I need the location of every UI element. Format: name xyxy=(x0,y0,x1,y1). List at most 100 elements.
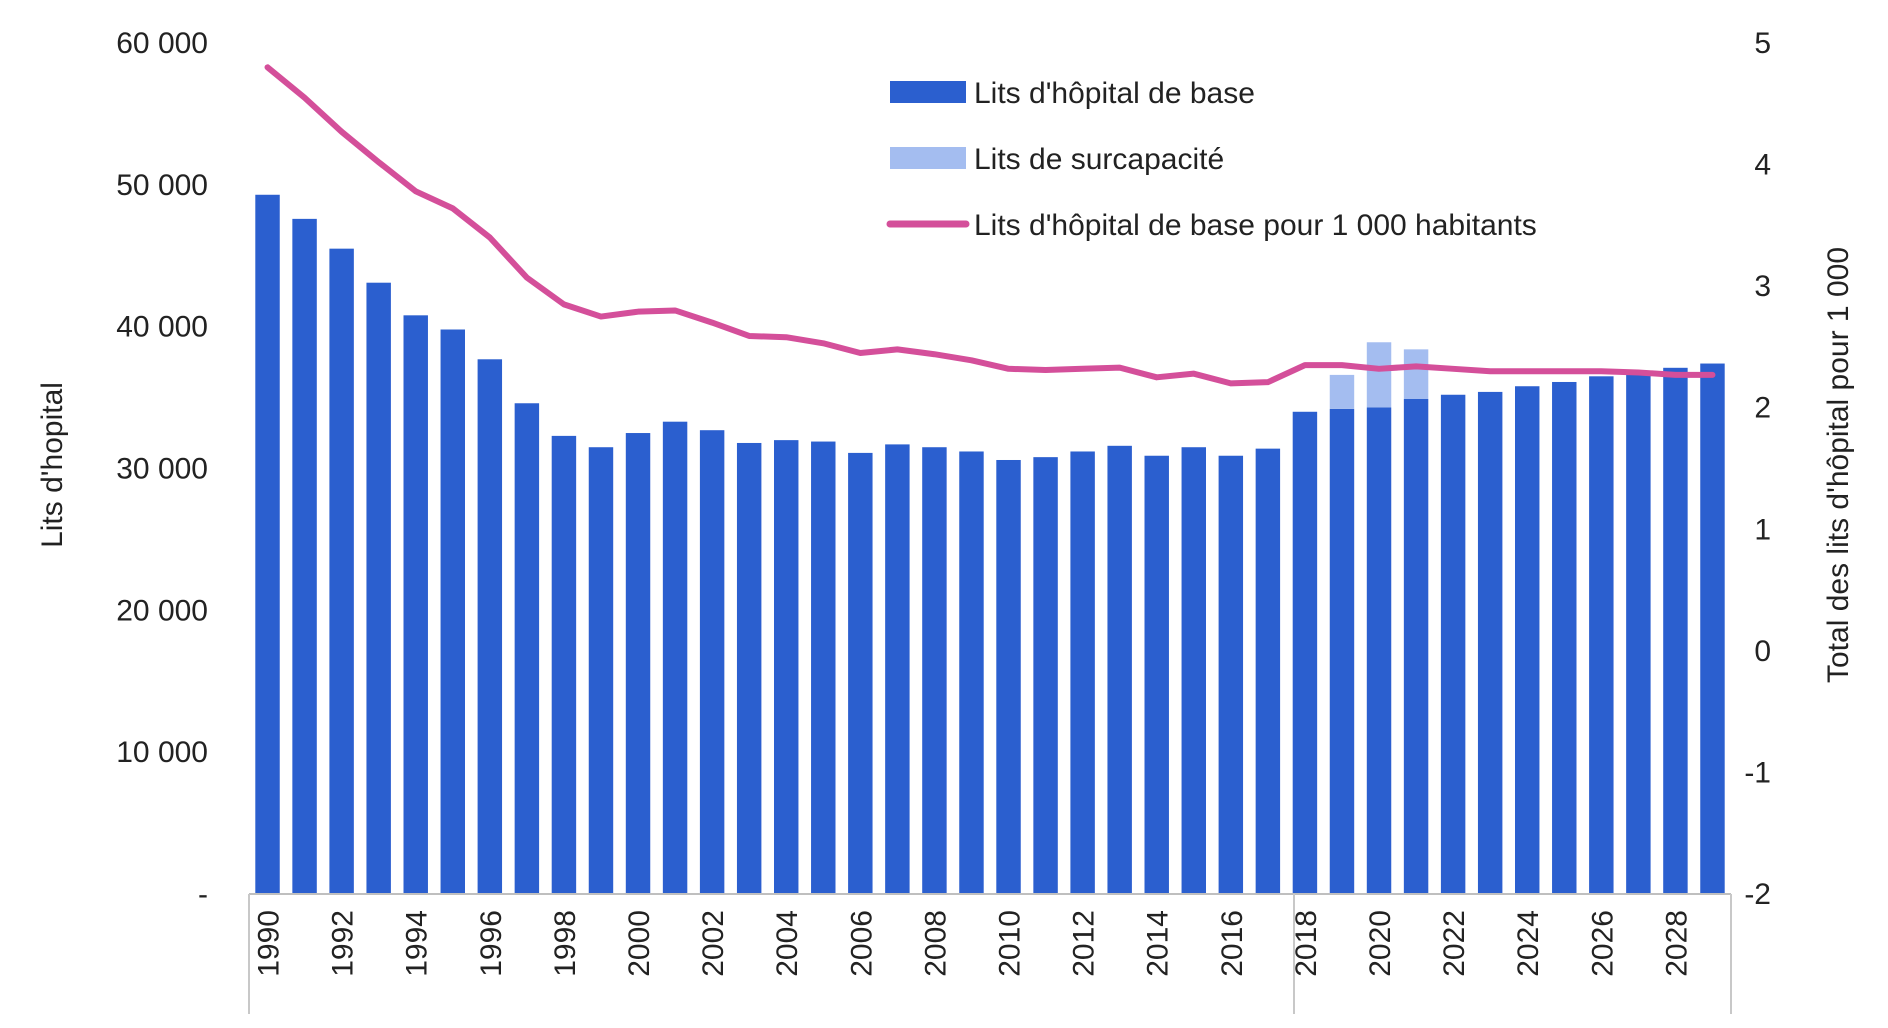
bar-base-2029 xyxy=(1700,363,1725,894)
point-per-capita-1991 xyxy=(302,95,308,101)
x-tick-label: 2018 xyxy=(1290,910,1323,977)
bar-base-2018 xyxy=(1292,411,1318,894)
point-per-capita-2004 xyxy=(783,334,789,340)
bar-base-1992 xyxy=(329,248,354,894)
bar-base-2009 xyxy=(959,451,984,894)
bar-surge-2021 xyxy=(1403,349,1429,399)
legend-swatch-surge-beds xyxy=(890,147,966,169)
bar-base-1995 xyxy=(440,329,465,894)
point-per-capita-1993 xyxy=(376,159,382,165)
bar-base-2007 xyxy=(885,444,910,894)
bar-base-2022 xyxy=(1440,394,1466,894)
bar-base-2028 xyxy=(1663,367,1688,894)
point-per-capita-2002 xyxy=(709,320,715,326)
y-left-tick-label: 30 000 xyxy=(116,453,208,486)
x-tick-label: 2006 xyxy=(845,910,878,977)
point-per-capita-2006 xyxy=(857,350,863,356)
bar-base-2025 xyxy=(1552,381,1577,895)
x-tick-label: 2012 xyxy=(1068,910,1101,977)
bar-base-1991 xyxy=(292,218,317,894)
point-per-capita-2005 xyxy=(820,340,826,346)
bar-base-2019 xyxy=(1329,408,1355,894)
point-per-capita-2025 xyxy=(1561,368,1567,374)
point-per-capita-1997 xyxy=(524,275,530,281)
bar-base-2000 xyxy=(625,433,651,894)
bar-base-1994 xyxy=(403,315,428,894)
point-per-capita-1994 xyxy=(413,188,419,194)
bar-base-2008 xyxy=(922,447,947,894)
bar-base-2021 xyxy=(1403,399,1429,894)
point-per-capita-1999 xyxy=(598,314,604,320)
point-per-capita-1990 xyxy=(265,64,271,70)
point-per-capita-2019 xyxy=(1339,362,1345,368)
point-per-capita-2011 xyxy=(1043,367,1049,373)
point-per-capita-2021 xyxy=(1413,363,1419,369)
y-right-tick-label: 4 xyxy=(1754,149,1771,182)
x-tick-label: 2002 xyxy=(697,910,730,977)
y-axis-right-title: Total des lits d'hôpital pour 1 000 xyxy=(1822,247,1855,683)
legend-label-per-capita: Lits d'hôpital de base pour 1 000 habita… xyxy=(974,209,1537,242)
bar-base-1996 xyxy=(477,359,503,894)
x-tick-label: 1998 xyxy=(549,910,582,977)
y-axis-left-title: Lits d'hopital xyxy=(36,382,69,548)
point-per-capita-2012 xyxy=(1080,366,1086,372)
bar-base-2023 xyxy=(1477,391,1503,894)
x-tick-label: 2026 xyxy=(1586,910,1619,977)
point-per-capita-1995 xyxy=(450,205,456,211)
y-left-tick-label: 20 000 xyxy=(116,594,208,627)
point-per-capita-2015 xyxy=(1191,371,1197,377)
x-tick-label: 2028 xyxy=(1660,910,1693,977)
y-right-tick-label: 3 xyxy=(1754,270,1771,303)
point-per-capita-2008 xyxy=(931,351,937,357)
bar-base-2026 xyxy=(1589,376,1614,894)
y-left-tick-label: 60 000 xyxy=(116,27,208,60)
bar-base-2016 xyxy=(1218,455,1244,894)
legend: Lits d'hôpital de base Lits de surcapaci… xyxy=(886,77,1537,242)
point-per-capita-2010 xyxy=(1006,366,1012,372)
legend-swatch-base-beds xyxy=(890,81,966,103)
bar-base-2010 xyxy=(996,459,1021,894)
legend-label-surge-beds: Lits de surcapacité xyxy=(974,143,1224,176)
point-per-capita-2013 xyxy=(1117,365,1123,371)
y-left-tick-label: 50 000 xyxy=(116,169,208,202)
point-per-capita-1996 xyxy=(487,235,493,241)
x-tick-label: 1992 xyxy=(327,910,360,977)
point-per-capita-2014 xyxy=(1154,374,1160,380)
point-per-capita-2003 xyxy=(746,333,752,339)
bar-surge-2020 xyxy=(1366,342,1392,408)
bar-base-2027 xyxy=(1626,372,1651,894)
bar-base-2003 xyxy=(736,442,762,894)
x-tick-label: 2020 xyxy=(1364,910,1397,977)
point-per-capita-2018 xyxy=(1302,362,1308,368)
bar-surge-2019 xyxy=(1329,374,1355,409)
point-per-capita-2026 xyxy=(1598,368,1604,374)
x-tick-label: 2016 xyxy=(1216,910,1249,977)
bar-base-2017 xyxy=(1255,448,1281,894)
bar-base-2006 xyxy=(848,452,873,894)
bar-base-1990 xyxy=(255,194,280,894)
point-per-capita-2007 xyxy=(894,346,900,352)
point-per-capita-2027 xyxy=(1635,369,1641,375)
point-per-capita-1992 xyxy=(339,129,345,135)
bar-base-2005 xyxy=(811,441,836,894)
point-per-capita-2020 xyxy=(1376,366,1382,372)
x-tick-label: 2024 xyxy=(1512,910,1545,977)
bar-base-1999 xyxy=(588,447,614,894)
bar-base-2020 xyxy=(1366,407,1392,894)
point-per-capita-2022 xyxy=(1450,366,1456,372)
bar-base-2004 xyxy=(774,440,799,894)
y-left-tick-label: 10 000 xyxy=(116,736,208,769)
point-per-capita-2028 xyxy=(1672,372,1678,378)
bar-base-2012 xyxy=(1070,451,1095,894)
point-per-capita-2029 xyxy=(1709,372,1715,378)
point-per-capita-2017 xyxy=(1265,379,1271,385)
y-right-tick-label: 1 xyxy=(1754,513,1771,546)
bar-base-2001 xyxy=(662,421,688,894)
y-right-tick-label: -1 xyxy=(1744,756,1771,789)
x-tick-label: 2000 xyxy=(623,910,656,977)
line-per-capita xyxy=(264,64,1716,387)
y-left-tick-label: 40 000 xyxy=(116,311,208,344)
point-per-capita-2000 xyxy=(635,309,641,315)
